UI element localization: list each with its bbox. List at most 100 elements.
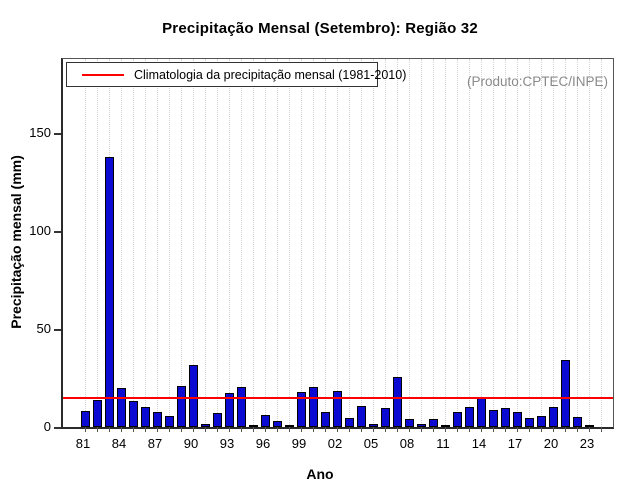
bar-1995	[248, 424, 258, 427]
year-gridline	[361, 59, 362, 427]
x-tick-label: 08	[399, 436, 415, 451]
x-tick-mark	[481, 427, 482, 432]
x-tick-mark	[253, 427, 254, 432]
year-gridline	[253, 59, 254, 427]
bar-2007	[392, 377, 402, 427]
bar-1985	[128, 400, 138, 427]
x-tick-mark	[601, 427, 602, 432]
year-gridline	[337, 59, 338, 427]
x-tick-mark	[385, 427, 386, 432]
y-axis-title: Precipitação mensal (mm)	[8, 155, 24, 329]
x-tick-label: 87	[147, 436, 163, 451]
x-tick-mark	[181, 427, 182, 432]
year-gridline	[469, 59, 470, 427]
bar-1996	[260, 415, 270, 427]
year-gridline	[217, 59, 218, 427]
legend-line-icon	[82, 73, 124, 76]
year-gridline	[169, 59, 170, 427]
x-axis-title: Ano	[306, 466, 334, 482]
x-tick-label: 23	[579, 436, 595, 451]
x-tick-label: 05	[363, 436, 379, 451]
y-tick-label: 50	[36, 320, 51, 336]
y-tick-mark	[54, 133, 61, 136]
y-tick-mark	[54, 427, 61, 429]
bar-1991	[200, 424, 210, 427]
year-gridline	[481, 59, 482, 427]
year-gridline	[325, 59, 326, 427]
y-tick-label: 150	[29, 125, 51, 141]
watermark-text: (Produto:CPTEC/INPE)	[466, 74, 608, 89]
bar-1981	[80, 411, 90, 427]
bar-1984	[116, 387, 126, 427]
x-tick-mark	[265, 427, 266, 432]
bar-1982	[92, 399, 102, 427]
x-tick-label: 11	[436, 436, 450, 451]
bar-2014	[476, 397, 486, 427]
year-gridline	[373, 59, 374, 427]
year-gridline	[433, 59, 434, 427]
bar-1987	[152, 412, 162, 427]
x-tick-mark	[217, 427, 218, 432]
year-gridline	[85, 59, 86, 427]
x-tick-mark	[361, 427, 362, 432]
year-gridline	[229, 59, 230, 427]
year-gridline	[565, 59, 566, 427]
x-tick-mark	[541, 427, 542, 432]
bar-2021	[560, 359, 570, 427]
year-gridline	[301, 59, 302, 427]
bar-2010	[428, 419, 438, 427]
x-tick-mark	[421, 427, 422, 432]
bar-2012	[452, 411, 462, 427]
x-tick-label: 93	[219, 436, 235, 451]
year-gridline	[517, 59, 518, 427]
x-tick-label: 20	[543, 436, 559, 451]
x-tick-label: 02	[327, 436, 343, 451]
x-tick-mark	[469, 427, 470, 432]
year-gridline	[265, 59, 266, 427]
year-gridline	[193, 59, 194, 427]
x-tick-mark	[289, 427, 290, 432]
year-gridline	[181, 59, 182, 427]
bar-2006	[380, 408, 390, 427]
year-gridline	[289, 59, 290, 427]
bar-2015	[488, 410, 498, 427]
year-gridline	[589, 59, 590, 427]
legend-box: Climatologia da precipitação mensal (198…	[66, 62, 406, 87]
x-tick-label: 99	[291, 436, 307, 451]
x-tick-mark	[493, 427, 494, 432]
year-gridline	[529, 59, 530, 427]
x-tick-mark	[121, 427, 122, 432]
year-gridline	[577, 59, 578, 427]
bar-2013	[464, 407, 474, 427]
bar-1999	[296, 391, 306, 427]
year-gridline	[409, 59, 410, 427]
year-gridline	[157, 59, 158, 427]
legend-label: Climatologia da precipitação mensal (198…	[134, 67, 407, 82]
x-tick-mark	[277, 427, 278, 432]
x-tick-mark	[553, 427, 554, 432]
bar-2000	[308, 386, 318, 427]
year-gridline	[601, 59, 602, 427]
x-tick-mark	[517, 427, 518, 432]
x-tick-label: 81	[75, 436, 91, 451]
bar-1997	[272, 421, 282, 427]
x-tick-mark	[157, 427, 158, 432]
x-tick-mark	[205, 427, 206, 432]
year-gridline	[133, 59, 134, 427]
x-tick-label: 90	[183, 436, 199, 451]
bar-1989	[176, 385, 186, 427]
bar-2020	[548, 406, 558, 427]
x-tick-mark	[97, 427, 98, 432]
x-tick-mark	[349, 427, 350, 432]
x-tick-mark	[589, 427, 590, 432]
x-tick-label: 96	[255, 436, 271, 451]
year-gridline	[421, 59, 422, 427]
x-tick-label: 84	[111, 436, 127, 451]
year-gridline	[97, 59, 98, 427]
bar-1993	[224, 392, 234, 427]
year-gridline	[277, 59, 278, 427]
bar-1992	[212, 413, 222, 427]
bar-2004	[356, 406, 366, 427]
bar-2002	[332, 390, 342, 427]
y-tick-mark	[54, 231, 61, 234]
